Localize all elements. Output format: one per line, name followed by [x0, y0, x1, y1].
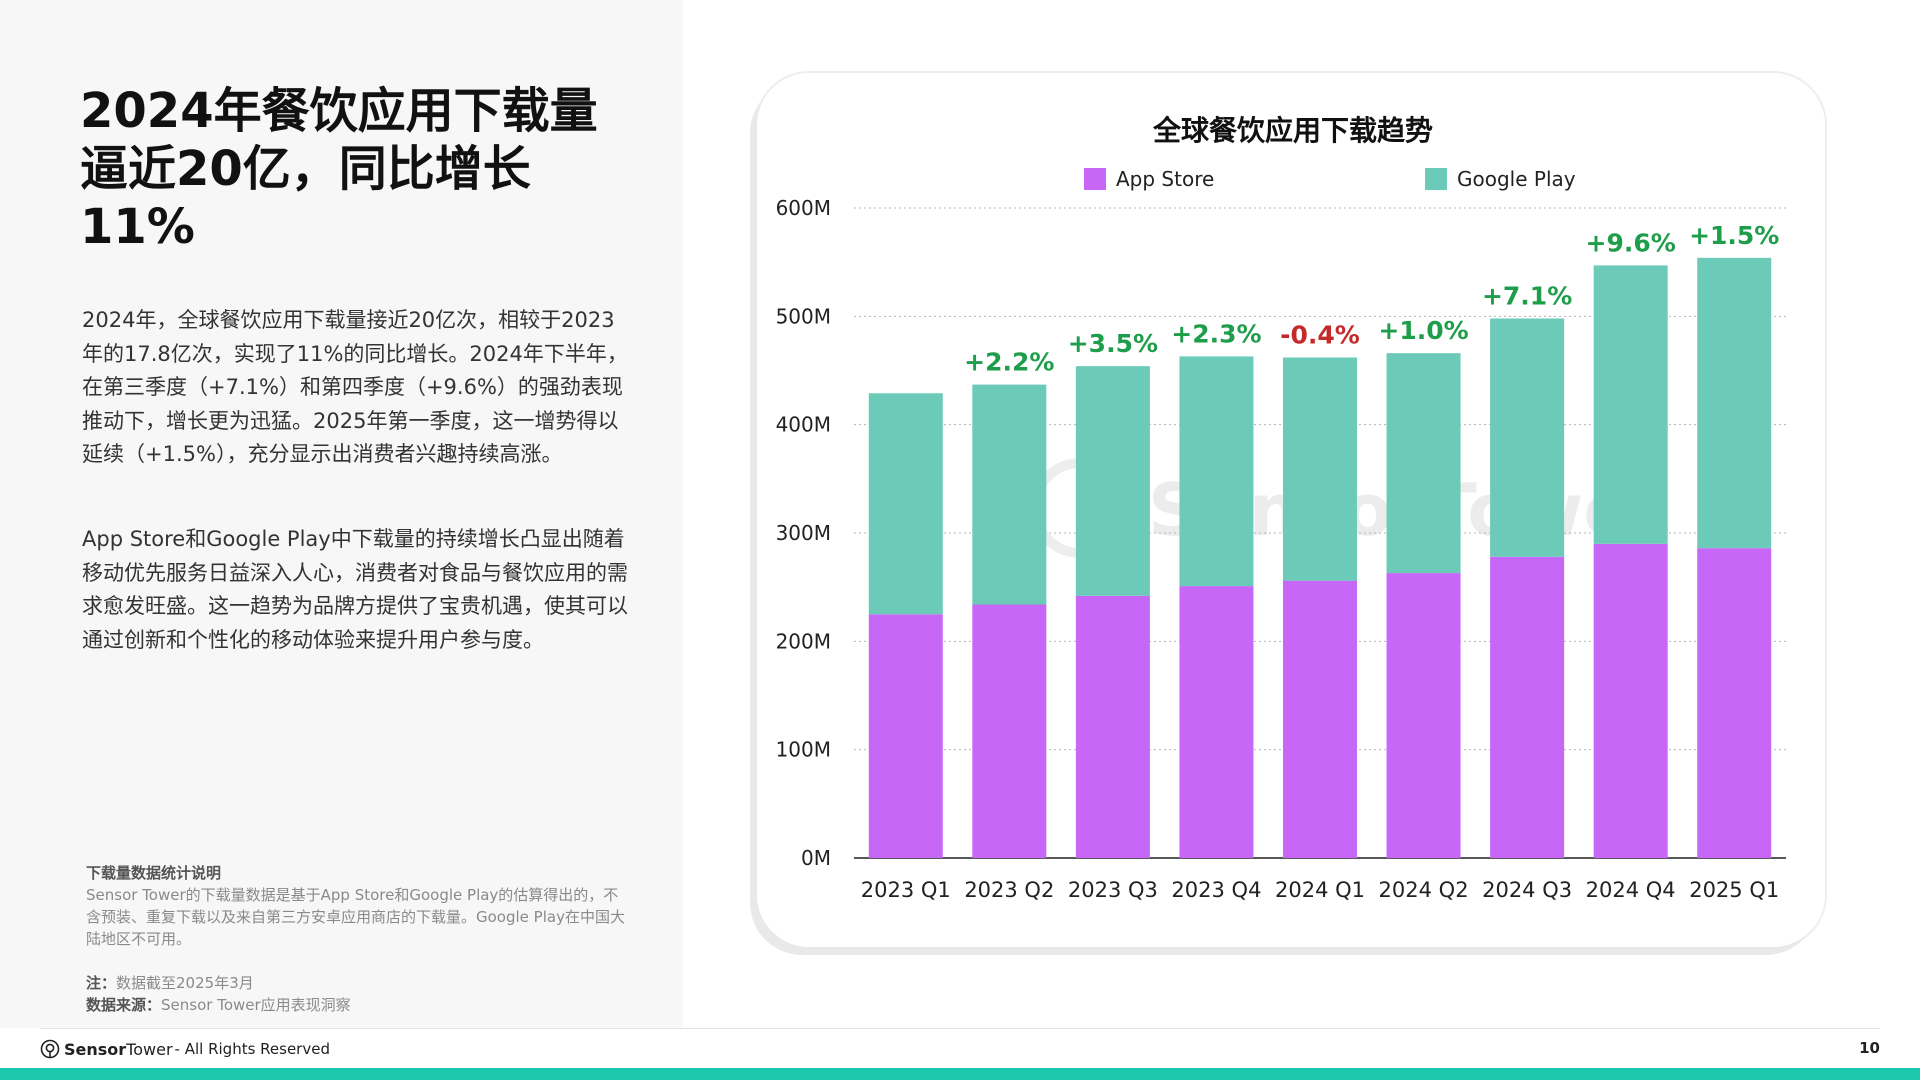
growth-label: -0.4% — [1280, 321, 1360, 350]
legend-label-google-play: Google Play — [1457, 167, 1576, 191]
legend-swatch-google-play — [1425, 168, 1447, 190]
x-tick-label: 2023 Q2 — [964, 878, 1054, 902]
bar-google-play — [1386, 353, 1461, 574]
bar-layer — [868, 257, 1772, 858]
growth-label: +7.1% — [1482, 282, 1572, 311]
bar-app-store — [1179, 586, 1254, 858]
footer: Sensor Tower - All Rights Reserved — [40, 1037, 330, 1061]
note-label: 注： — [86, 974, 117, 992]
y-tick-label: 400M — [776, 413, 831, 437]
bar-google-play — [1283, 357, 1357, 581]
bar-google-play — [1593, 265, 1668, 544]
notes-title: 下载量数据统计说明 — [86, 864, 222, 882]
legend-label-app-store: App Store — [1116, 167, 1214, 191]
bar-app-store — [972, 604, 1047, 858]
bar-app-store — [1075, 595, 1150, 858]
note-value: 数据截至2025年3月 — [116, 974, 254, 992]
left-panel — [0, 0, 683, 1028]
growth-label: +2.2% — [964, 348, 1054, 377]
growth-label: +1.5% — [1689, 221, 1779, 250]
footer-brand-tower: Tower — [126, 1039, 173, 1059]
page-number: 10 — [1859, 1039, 1880, 1057]
y-tick-label: 200M — [776, 629, 831, 653]
legend-swatch-app-store — [1084, 168, 1106, 190]
bar-app-store — [1697, 548, 1772, 858]
x-tick-label: 2024 Q1 — [1275, 878, 1365, 902]
growth-label: +1.0% — [1378, 316, 1468, 345]
bar-google-play — [868, 393, 943, 615]
sensor-tower-logo-icon — [40, 1039, 60, 1059]
bar-google-play — [1179, 356, 1254, 587]
bar-google-play — [1075, 366, 1150, 596]
x-tick-label: 2023 Q4 — [1171, 878, 1261, 902]
growth-label: +2.3% — [1171, 319, 1261, 348]
body-paragraph-2: App Store和Google Play中下载量的持续增长凸显出随着移动优先服… — [82, 527, 628, 652]
legend: App Store Google Play — [1084, 167, 1576, 191]
x-tick-label: 2025 Q1 — [1689, 878, 1779, 902]
growth-label: +3.5% — [1068, 329, 1158, 358]
label-layer: 0M 100M 200M 300M 400M 500M 600M 2023 Q1 2023 Q2… — [776, 196, 1780, 902]
y-tick-label: 100M — [776, 738, 831, 762]
growth-label: +9.6% — [1586, 228, 1676, 257]
bar-app-store — [1490, 556, 1565, 858]
page-title: 2024年餐饮应用下载量逼近20亿，同比增长11% — [80, 83, 598, 255]
x-tick-label: 2023 Q3 — [1068, 878, 1158, 902]
x-tick-label: 2024 Q3 — [1482, 878, 1572, 902]
x-tick-label: 2023 Q1 — [861, 878, 951, 902]
x-tick-label: 2024 Q4 — [1586, 878, 1676, 902]
bar-google-play — [1490, 318, 1565, 557]
bar-app-store — [1593, 543, 1668, 858]
footer-brand-sensor: Sensor — [64, 1039, 127, 1059]
chart-title: 全球餐饮应用下载趋势 — [1152, 114, 1433, 147]
footer-divider — [40, 1028, 1880, 1029]
bar-app-store — [1386, 573, 1461, 858]
bar-app-store — [1283, 580, 1357, 858]
y-tick-label: 300M — [776, 521, 831, 545]
footer-rights: - All Rights Reserved — [174, 1040, 330, 1058]
note-line: 注：数据截至2025年3月 — [86, 972, 626, 994]
source-value: Sensor Tower应用表现洞察 — [161, 996, 351, 1014]
notes-block: 下载量数据统计说明 Sensor Tower的下载量数据是基于App Store… — [86, 862, 626, 1016]
notes-body: Sensor Tower的下载量数据是基于App Store和Google Pl… — [86, 886, 625, 948]
source-label: 数据来源： — [86, 996, 162, 1014]
bottom-accent-bar — [0, 1068, 1920, 1080]
y-tick-label: 0M — [801, 846, 831, 870]
y-tick-label: 600M — [776, 196, 831, 220]
y-tick-label: 500M — [776, 304, 831, 328]
x-tick-label: 2024 Q2 — [1379, 878, 1469, 902]
source-line: 数据来源：Sensor Tower应用表现洞察 — [86, 994, 626, 1016]
body-paragraph-1: 2024年，全球餐饮应用下载量接近20亿次，相较于2023年的17.8亿次，实现… — [82, 308, 628, 466]
bar-google-play — [972, 384, 1047, 605]
bar-google-play — [1697, 257, 1772, 549]
bar-app-store — [868, 614, 943, 858]
